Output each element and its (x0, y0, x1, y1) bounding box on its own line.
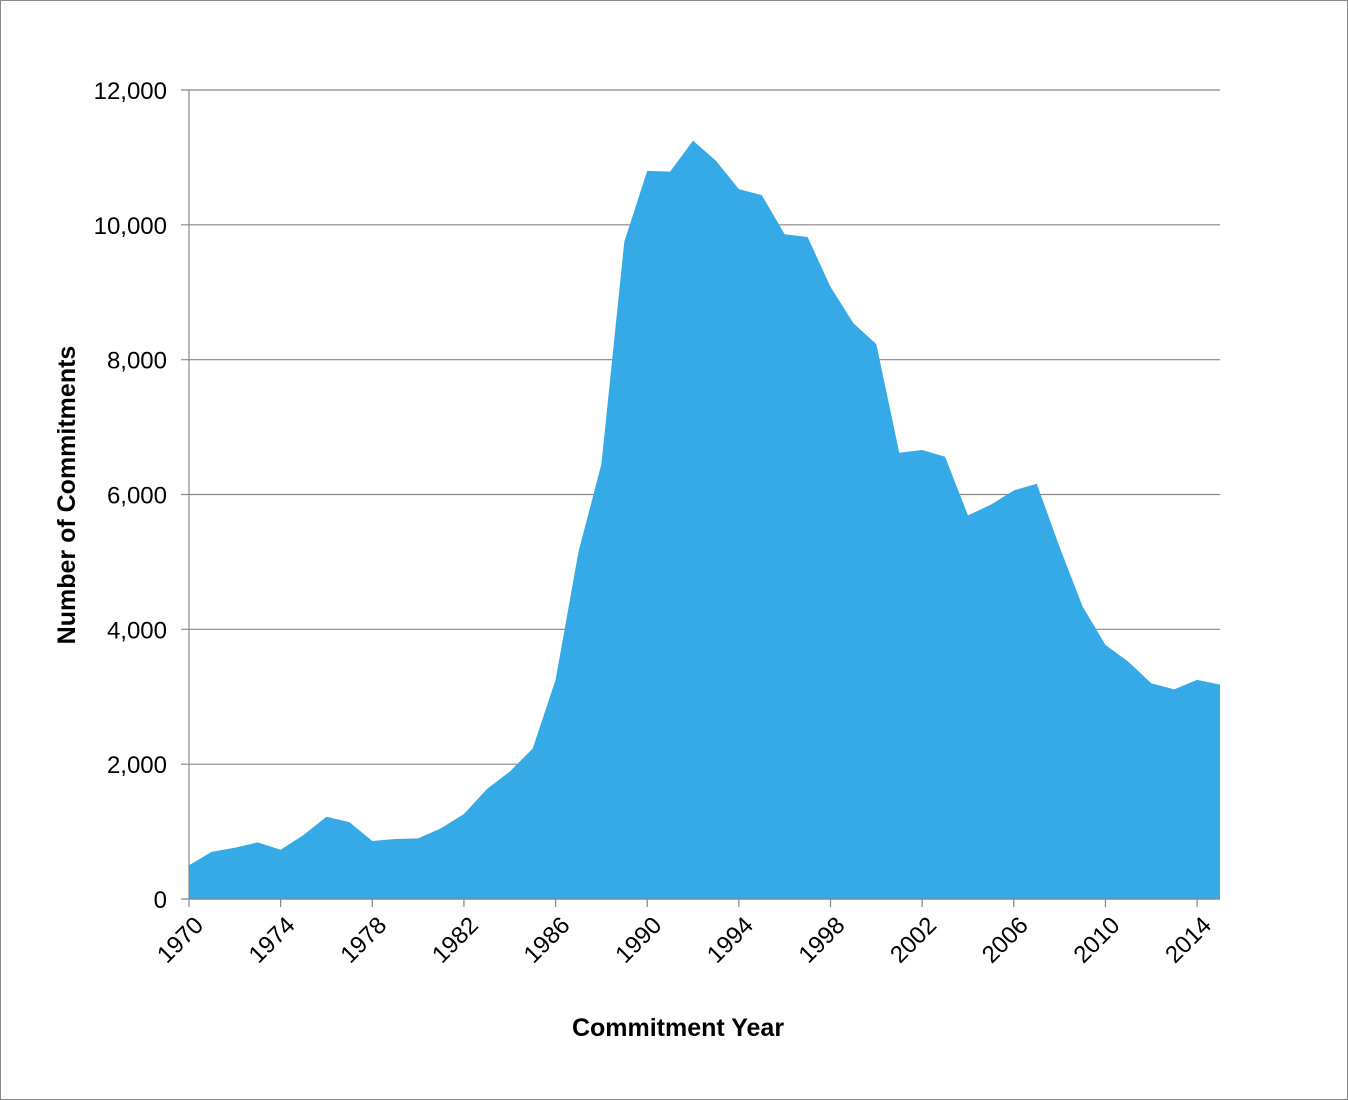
y-tick-label: 0 (154, 887, 167, 914)
x-tick-label: 2010 (1068, 912, 1125, 969)
y-axis-title: Number of Commitments (53, 346, 81, 645)
y-tick-label: 10,000 (94, 213, 167, 240)
x-tick-label: 1982 (427, 912, 484, 969)
x-tick-label: 1990 (610, 912, 667, 969)
x-axis-title: Commitment Year (572, 1014, 784, 1042)
x-tick-label: 1994 (702, 912, 759, 969)
y-tick-label: 8,000 (107, 348, 167, 375)
x-tick-label: 2014 (1160, 912, 1217, 969)
x-tick-label: 1978 (335, 912, 392, 969)
x-tick-label: 2006 (977, 912, 1034, 969)
x-tick-label: 1974 (244, 912, 301, 969)
x-tick-label: 2002 (885, 912, 942, 969)
y-tick-label: 2,000 (107, 752, 167, 779)
y-tick-label: 6,000 (107, 483, 167, 510)
area (189, 140, 1220, 899)
y-tick-label: 4,000 (107, 617, 167, 644)
x-tick-label: 1986 (519, 912, 576, 969)
y-tick-label: 12,000 (94, 78, 167, 105)
x-tick-label: 1998 (794, 912, 851, 969)
x-tick-label: 1970 (152, 912, 209, 969)
